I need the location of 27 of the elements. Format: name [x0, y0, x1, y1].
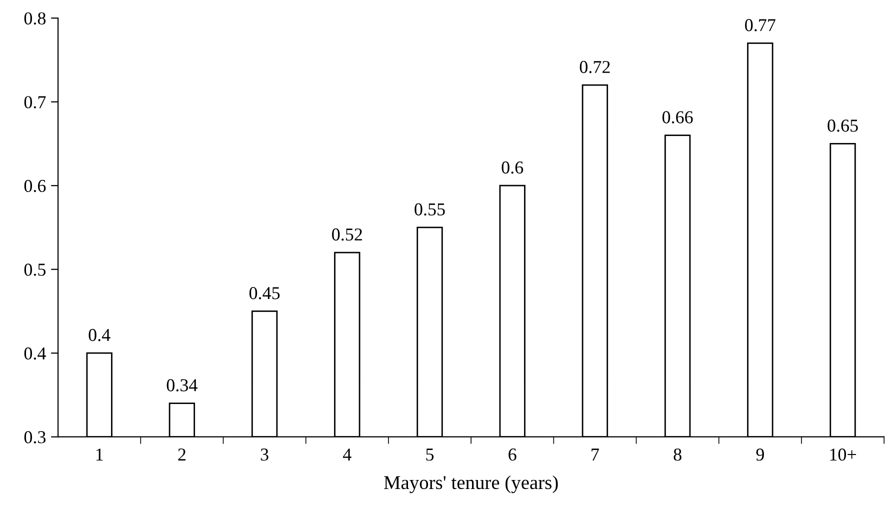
x-tick-label: 2: [178, 448, 186, 461]
data-label: 0.77: [745, 19, 776, 32]
data-label: 0.6: [502, 161, 524, 174]
y-tick-label: 0.5: [24, 264, 46, 276]
data-label: 0.55: [414, 203, 445, 216]
x-tick-label: 6: [508, 448, 516, 461]
x-tick-label: 7: [592, 448, 599, 461]
data-label: 0.4: [88, 328, 110, 342]
y-tick-label: 0.3: [24, 431, 46, 444]
data-label: 0.52: [332, 228, 362, 241]
data-label: 0.45: [249, 287, 280, 300]
x-tick-label: 9: [756, 448, 764, 461]
y-tick-label: 0.8: [24, 12, 46, 25]
data-label: 0.34: [166, 379, 198, 392]
x-tick-label: 1: [96, 448, 103, 461]
y-tick-label: 0.7: [24, 96, 46, 108]
y-tick-label: 0.6: [24, 180, 46, 192]
x-tick-label: 3: [260, 448, 268, 461]
x-tick-label: 8: [674, 448, 682, 461]
x-tick-label: 10+: [830, 448, 856, 461]
data-label: 0.65: [828, 120, 858, 132]
data-label: 0.72: [580, 60, 610, 74]
x-tick-label: 5: [426, 448, 434, 461]
x-axis-title: Mayors' tenure (years): [384, 475, 558, 494]
y-tick-label: 0.4: [24, 347, 46, 360]
x-tick-label: 4: [342, 448, 352, 461]
data-label: 0.66: [662, 111, 693, 124]
